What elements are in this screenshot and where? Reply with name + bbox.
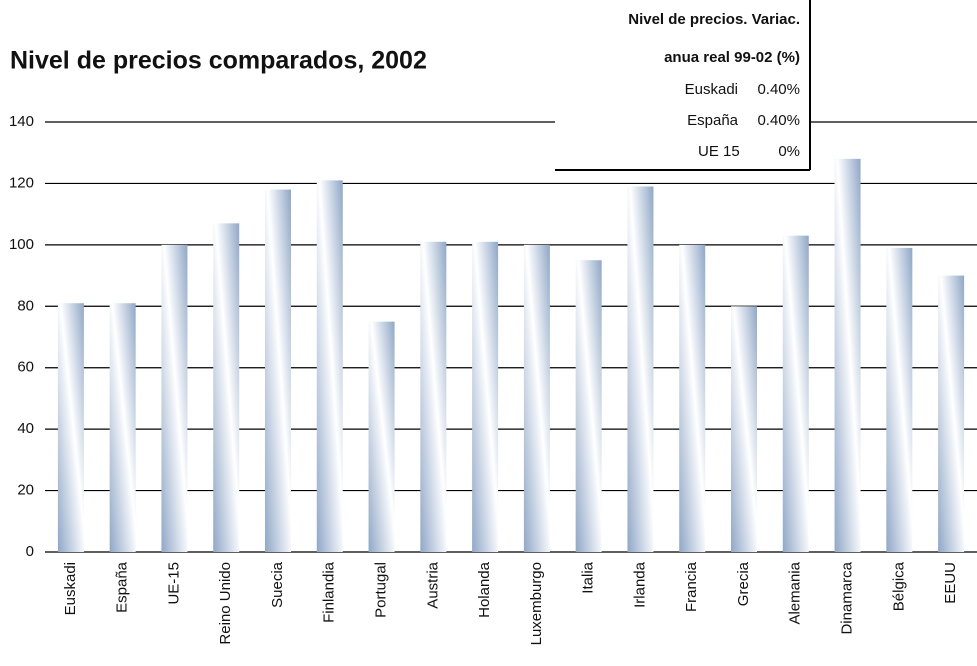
bar [213, 223, 240, 552]
x-tick-label: Finlandia [321, 561, 338, 623]
bar [782, 235, 809, 552]
x-tick-label: Italia [580, 561, 597, 593]
y-tick-label: 20 [17, 482, 34, 499]
inset-value: 0.40% [757, 112, 800, 129]
x-tick-label: Irlanda [631, 561, 648, 608]
inset-label: Euskadi [685, 81, 738, 98]
x-tick-label: Reino Unido [217, 562, 234, 645]
x-tick-label: Grecia [735, 561, 752, 606]
x-tick-label: Francia [683, 561, 700, 612]
bar [575, 260, 602, 552]
x-tick-label: Bélgica [890, 561, 907, 611]
x-tick-label: Portugal [373, 562, 390, 618]
chart-title: Nivel de precios comparados, 2002 [10, 47, 427, 75]
inset-label: UE 15 [698, 143, 740, 160]
bar [834, 158, 861, 552]
bar [523, 244, 550, 552]
inset-value: 0.40% [757, 81, 800, 98]
x-tick-label: Holanda [476, 561, 493, 618]
inset-title: Nivel de precios. Variac. [628, 11, 800, 28]
y-tick-label: 60 [17, 359, 34, 376]
bar [938, 275, 965, 552]
y-tick-label: 140 [9, 113, 34, 130]
inset-label: España [687, 112, 739, 129]
bar [731, 306, 757, 552]
x-tick-label: EEUU [942, 562, 959, 604]
inset-box [555, 0, 810, 170]
bar [265, 189, 291, 553]
bar [57, 303, 84, 552]
x-tick-label: Euskadi [62, 562, 79, 615]
bar [420, 241, 447, 553]
y-tick-label: 0 [26, 543, 34, 560]
x-tick-label: Luxemburgo [528, 562, 545, 645]
x-tick-label: Austria [424, 561, 441, 608]
x-tick-label: UE-15 [165, 562, 182, 605]
bar [368, 321, 395, 552]
inset-title: anua real 99-02 (%) [664, 49, 800, 66]
bar [472, 241, 499, 553]
bar [109, 303, 136, 552]
x-tick-label: Dinamarca [839, 561, 856, 634]
bar [161, 244, 188, 552]
x-tick-label: Suecia [269, 561, 286, 608]
bar [627, 186, 654, 552]
y-tick-label: 80 [17, 297, 34, 314]
y-tick-label: 100 [9, 236, 34, 253]
bar [316, 180, 343, 552]
bar [886, 247, 913, 552]
inset-value: 0% [778, 143, 800, 160]
y-tick-label: 40 [17, 420, 34, 437]
x-tick-label: Alemania [787, 561, 804, 624]
x-tick-label: España [114, 561, 131, 613]
y-tick-label: 120 [9, 174, 34, 191]
bar [679, 244, 706, 552]
